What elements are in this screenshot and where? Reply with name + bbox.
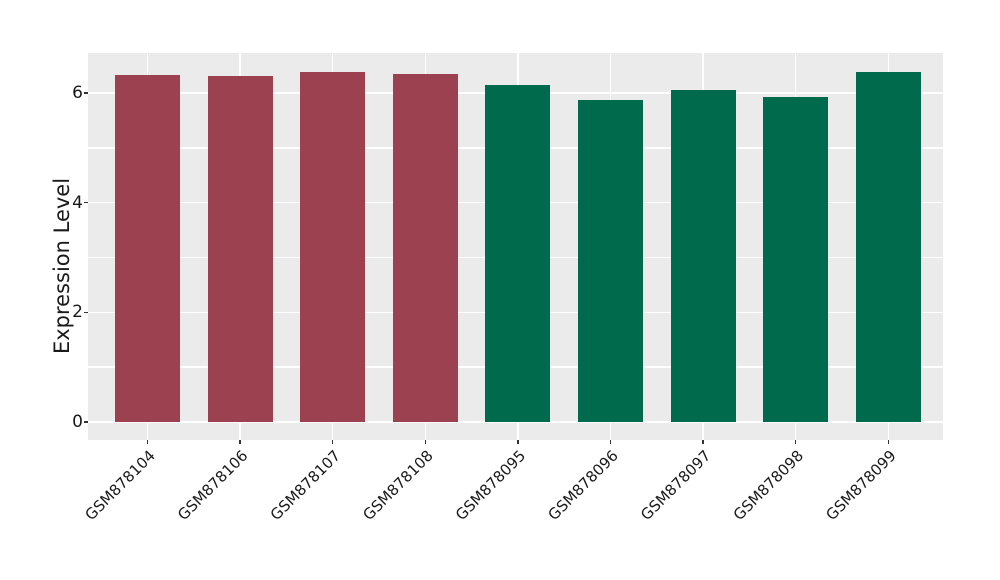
x-tick-mark bbox=[887, 440, 890, 444]
x-tick-mark bbox=[331, 440, 334, 444]
bar-GSM878099 bbox=[855, 72, 921, 422]
bar-GSM878108 bbox=[392, 73, 458, 422]
y-tick-mark bbox=[84, 92, 88, 94]
bar-GSM878107 bbox=[300, 72, 366, 422]
bar-GSM878106 bbox=[207, 76, 273, 422]
plot-panel bbox=[88, 53, 943, 440]
x-tick-mark bbox=[239, 440, 241, 444]
horizontal-gridline bbox=[88, 421, 943, 423]
y-tick-mark bbox=[84, 201, 88, 204]
bar-GSM878095 bbox=[485, 84, 551, 422]
x-tick-mark bbox=[702, 440, 704, 444]
bar-GSM878104 bbox=[115, 75, 180, 422]
x-tick-label: GSM878095 bbox=[451, 446, 530, 524]
x-tick-mark bbox=[424, 440, 427, 444]
x-tick-mark bbox=[794, 440, 797, 444]
x-tick-mark bbox=[517, 440, 519, 444]
bar-GSM878098 bbox=[763, 97, 829, 422]
y-tick-mark bbox=[84, 421, 88, 423]
bar-GSM878097 bbox=[670, 89, 736, 422]
x-tick-mark bbox=[146, 440, 149, 444]
x-tick-mark bbox=[609, 440, 612, 444]
y-tick-label: 6 bbox=[72, 83, 83, 103]
x-tick-label: GSM878099 bbox=[822, 446, 900, 524]
y-tick-mark bbox=[84, 311, 88, 314]
y-tick-label: 4 bbox=[72, 192, 83, 213]
y-tick-label: 0 bbox=[72, 411, 83, 432]
y-tick-label: 2 bbox=[72, 302, 83, 323]
bar-GSM878096 bbox=[578, 99, 643, 422]
